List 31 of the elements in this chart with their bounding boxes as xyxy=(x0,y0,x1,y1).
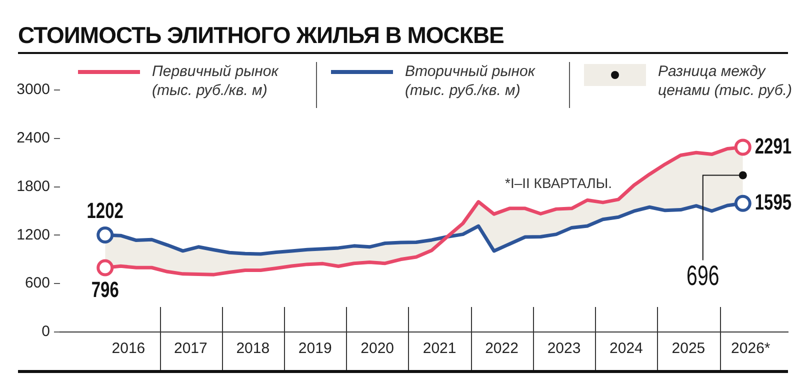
annotation: 696 xyxy=(686,260,720,292)
chart-title: СТОИМОСТЬ ЭЛИТНОГО ЖИЛЬЯ В МОСКВЕ xyxy=(18,22,504,49)
x-tick-label: 2020 xyxy=(360,340,394,358)
annotation: Разница между ценами (тыс. руб.) xyxy=(658,62,793,100)
x-tick-label: 2024 xyxy=(610,340,643,358)
data-label: 796 xyxy=(91,278,120,303)
y-tick-label: 600 xyxy=(24,274,50,292)
x-tick-label: 2016 xyxy=(112,340,146,358)
x-tick-label: 2018 xyxy=(236,340,270,358)
x-tick-label: 2021 xyxy=(422,340,456,358)
annotation: *I–II КВАРТАЛЫ. xyxy=(505,174,612,191)
x-tick-label: 2022 xyxy=(485,340,518,358)
legend-label: Первичный рынок (тыс. руб./кв. м) xyxy=(152,62,280,100)
legend-label: Вторичный рынок (тыс. руб./кв. м) xyxy=(405,62,536,100)
y-tick-label: 0 xyxy=(42,323,50,340)
point xyxy=(734,194,752,212)
data-label: 1595 xyxy=(754,190,792,216)
x-tick-label: 2019 xyxy=(298,340,332,358)
x-tick-label: 2025 xyxy=(672,340,706,358)
y-tick-label: 1800 xyxy=(16,178,50,195)
x-tick-label: 2026* xyxy=(731,340,770,358)
data-label: 1202 xyxy=(86,198,124,224)
y-tick-label: 2400 xyxy=(16,130,50,147)
y-tick-label: 1200 xyxy=(16,226,50,244)
data-label: 2291 xyxy=(754,134,792,159)
y-tick-label: 3000 xyxy=(16,81,50,98)
x-tick-label: 2017 xyxy=(174,340,208,358)
x-tick-label: 2023 xyxy=(547,340,581,358)
point xyxy=(96,259,114,276)
point xyxy=(96,226,114,244)
point xyxy=(734,138,752,156)
